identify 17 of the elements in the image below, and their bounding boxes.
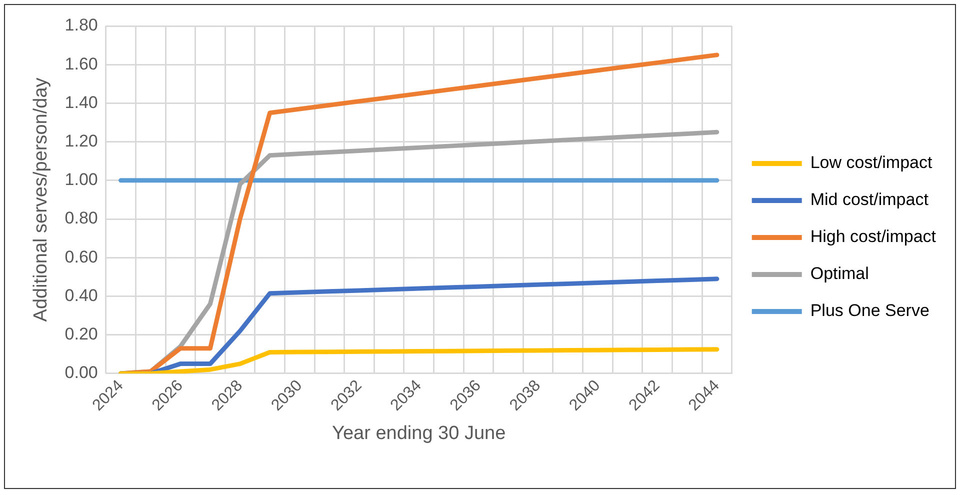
y-tick-label: 1.80 xyxy=(64,16,98,35)
y-tick-label: 1.40 xyxy=(64,92,98,112)
legend-label: Low cost/impact xyxy=(810,153,932,172)
legend-label: Mid cost/impact xyxy=(810,190,929,210)
x-axis-title: Year ending 30 June xyxy=(332,422,506,444)
y-tick-label: 0.20 xyxy=(64,324,98,344)
y-tick-label: 1.60 xyxy=(64,54,98,74)
legend-label: Optimal xyxy=(810,264,869,284)
y-axis-title: Additional serves/person/day xyxy=(30,77,52,322)
y-tick-label: 0.80 xyxy=(64,208,98,228)
legend-label: Plus One Serve xyxy=(810,301,930,320)
y-tick-label: 1.00 xyxy=(64,170,98,190)
legend-label: High cost/impact xyxy=(810,227,936,246)
y-tick-label: 0.40 xyxy=(64,286,98,305)
y-tick-label: 1.20 xyxy=(64,132,98,151)
y-tick-label: 0.60 xyxy=(64,247,98,266)
y-tick-label: 0.00 xyxy=(64,363,98,382)
